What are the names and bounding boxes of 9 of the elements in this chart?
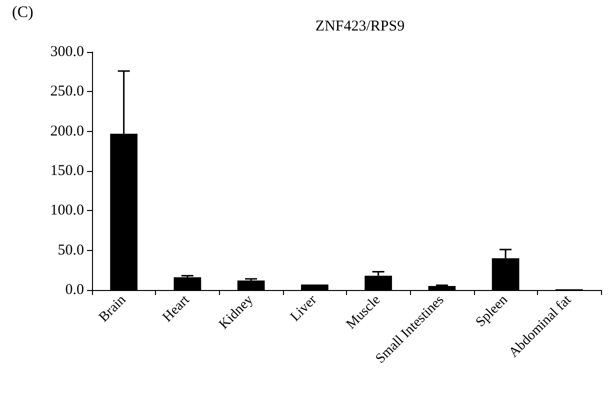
y-tick-label: 0.0 [65, 282, 84, 298]
y-tick-label: 50.0 [58, 242, 84, 258]
y-tick-label: 200.0 [50, 123, 84, 140]
y-tick-label: 250.0 [50, 84, 84, 100]
y-tick-label: 100.0 [50, 202, 84, 219]
y-tick-label: 300.0 [50, 44, 84, 60]
y-tick-label: 150.0 [50, 163, 84, 179]
chart-title: ZNF423/RPS9 [315, 18, 405, 34]
text: (C) [12, 4, 34, 22]
